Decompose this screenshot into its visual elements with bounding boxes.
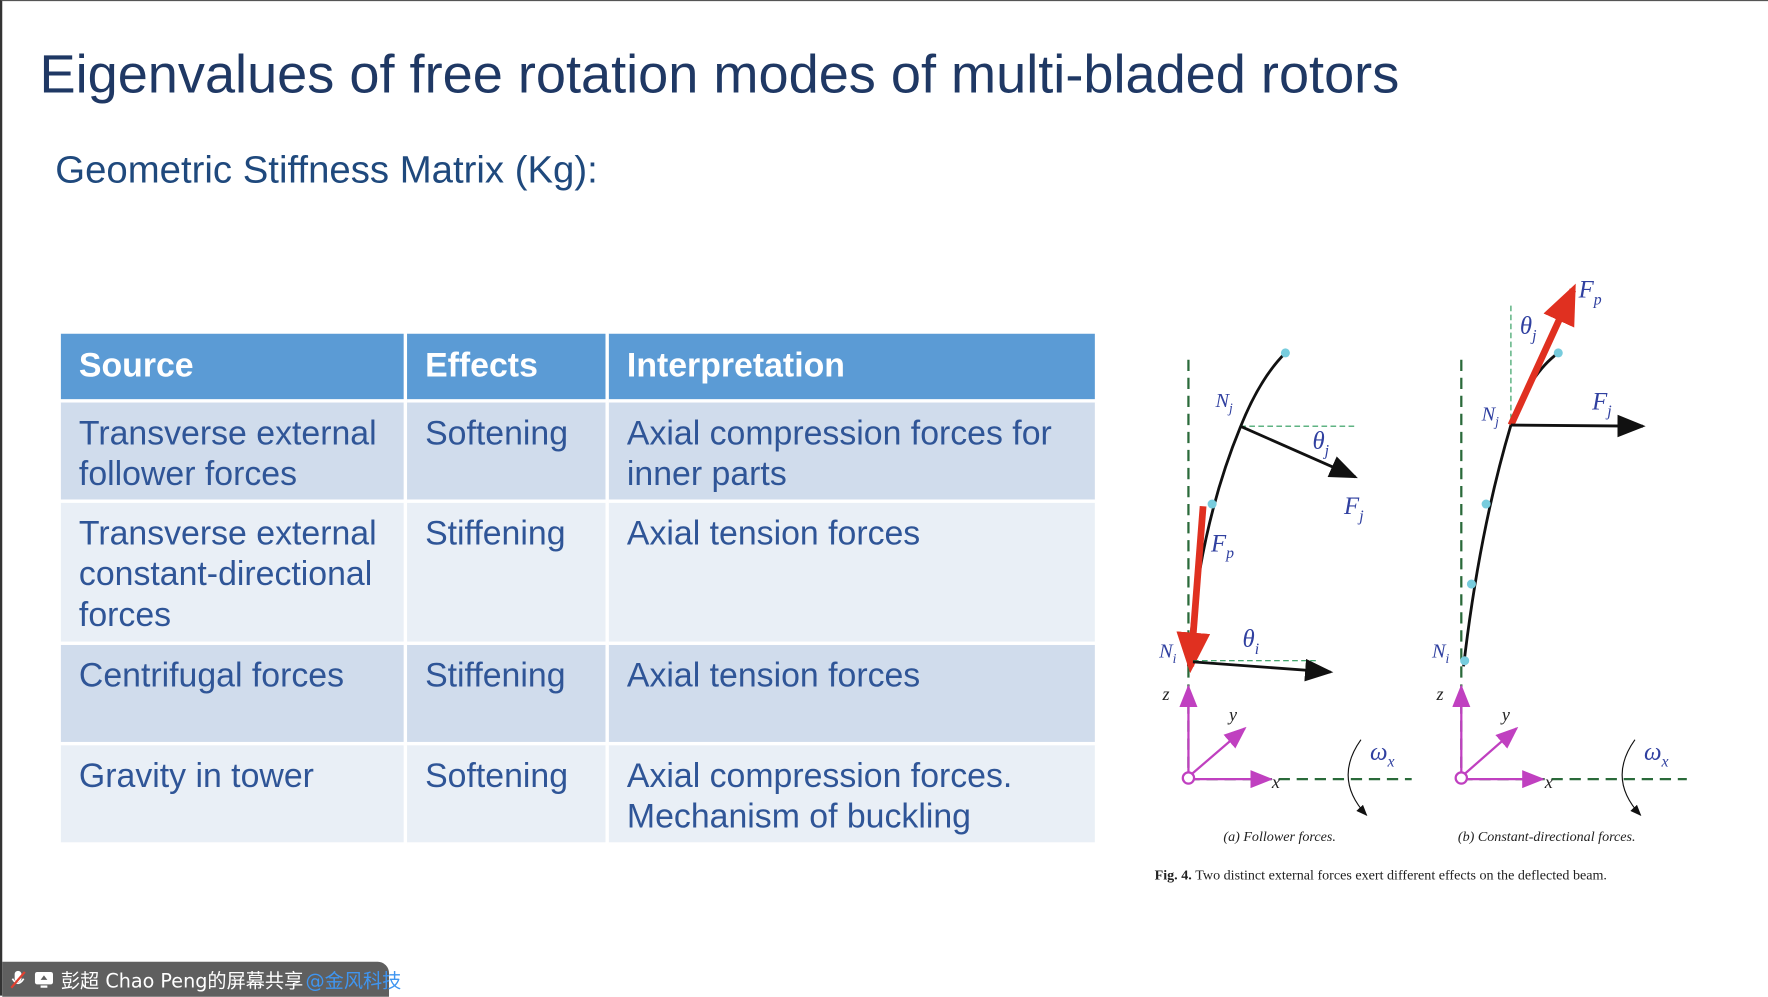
- svg-text:Ni: Ni: [1158, 640, 1177, 666]
- screen-share-bar[interactable]: 彭超 Chao Peng的屏幕共享 @金风科技: [2, 961, 401, 997]
- svg-text:Fp: Fp: [1578, 277, 1602, 309]
- svg-text:Nj: Nj: [1481, 404, 1500, 430]
- cell-effects: Softening: [403, 741, 609, 846]
- cell-source: Transverse external follower forces: [57, 399, 408, 503]
- svg-text:Fig. 4. Two distinct external: Fig. 4. Two distinct external forces exe…: [1155, 867, 1607, 883]
- slide-subtitle: Geometric Stiffness Matrix (Kg):: [55, 148, 598, 192]
- svg-text:Fp: Fp: [1210, 530, 1234, 562]
- caption-b: (b) Constant-directional forces.: [1458, 829, 1636, 845]
- svg-text:x: x: [1544, 772, 1553, 792]
- stiffness-table: Source Effects Interpretation Transverse…: [57, 330, 1099, 846]
- fig-label: Fig. 4.: [1155, 867, 1192, 883]
- cell-source: Transverse external constant-directional…: [57, 499, 408, 645]
- table-row: Centrifugal forces Stiffening Axial tens…: [57, 641, 1099, 746]
- share-org: @金风科技: [305, 970, 402, 994]
- svg-text:y: y: [1227, 705, 1238, 725]
- share-text: 彭超 Chao Peng的屏幕共享: [60, 970, 304, 994]
- cell-interpretation: Axial tension forces: [605, 641, 1099, 746]
- svg-text:ωx: ωx: [1644, 739, 1669, 771]
- caption-a: (a) Follower forces.: [1223, 829, 1335, 845]
- svg-text:x: x: [1271, 772, 1280, 792]
- screen-share-icon[interactable]: [34, 970, 54, 988]
- svg-text:θi: θi: [1243, 626, 1260, 658]
- table-row: Transverse external follower forces Soft…: [57, 399, 1099, 503]
- table-header-row: Source Effects Interpretation: [57, 330, 1099, 403]
- cell-effects: Stiffening: [403, 499, 609, 645]
- cell-source: Gravity in tower: [57, 741, 408, 846]
- svg-text:Fj: Fj: [1591, 388, 1612, 420]
- svg-text:θj: θj: [1312, 428, 1329, 460]
- header-interpretation: Interpretation: [605, 330, 1099, 403]
- table-row: Transverse external constant-directional…: [57, 499, 1099, 645]
- cell-interpretation: Axial compression forces. Mechanism of b…: [605, 741, 1099, 846]
- svg-text:Fj: Fj: [1343, 493, 1364, 525]
- cell-effects: Softening: [403, 399, 609, 503]
- svg-text:ωx: ωx: [1370, 739, 1395, 771]
- svg-text:y: y: [1500, 705, 1511, 725]
- svg-text:Ni: Ni: [1431, 640, 1450, 666]
- svg-text:θj: θj: [1520, 313, 1537, 345]
- svg-text:Nj: Nj: [1214, 390, 1233, 416]
- cell-effects: Stiffening: [403, 641, 609, 746]
- cell-interpretation: Axial compression forces for inner parts: [605, 399, 1099, 503]
- mic-muted-icon[interactable]: [9, 969, 27, 989]
- table-row: Gravity in tower Softening Axial compres…: [57, 741, 1099, 846]
- slide-title: Eigenvalues of free rotation modes of mu…: [39, 45, 1400, 105]
- svg-text:z: z: [1435, 684, 1443, 704]
- fig-caption: Two distinct external forces exert diffe…: [1195, 867, 1607, 883]
- cell-interpretation: Axial tension forces: [605, 499, 1099, 645]
- header-effects: Effects: [403, 330, 609, 403]
- beam-figure: Nj θj Fj Fp θi Ni z y x ωx θj Fp Fj: [1155, 277, 1687, 883]
- header-source: Source: [57, 330, 408, 403]
- svg-text:z: z: [1162, 684, 1170, 704]
- cell-source: Centrifugal forces: [57, 641, 408, 746]
